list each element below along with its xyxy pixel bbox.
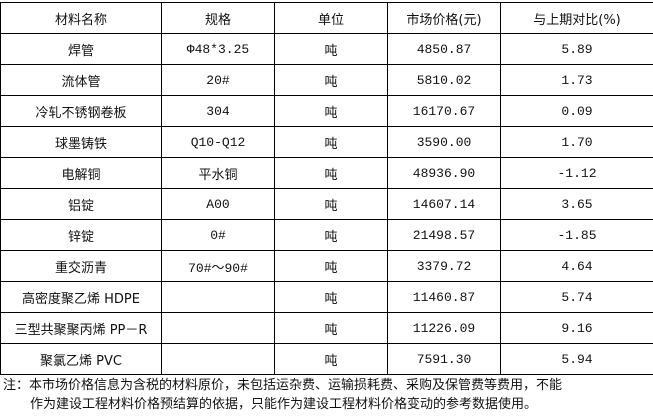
cell-spec: 70#～90# — [161, 250, 275, 282]
cell-change-percent: 4.64 — [500, 250, 653, 282]
cell-material-name: 高密度聚乙烯 HDPE — [0, 281, 162, 313]
cell-material-name: 三型共聚聚丙烯 PP－R — [0, 312, 162, 344]
header-material-name: 材料名称 — [0, 2, 162, 34]
header-spec: 规格 — [161, 2, 275, 34]
cell-spec: Q10-Q12 — [161, 126, 275, 158]
cell-change-percent: 9.16 — [500, 312, 653, 344]
table-row: 聚氯乙烯 PVC 吨 7591.30 5.94 — [0, 343, 653, 375]
cell-change-percent: 3.65 — [500, 188, 653, 220]
cell-material-name: 球墨铸铁 — [0, 126, 162, 158]
cell-spec — [161, 312, 275, 344]
cell-material-name: 冷轧不锈钢卷板 — [0, 95, 162, 127]
cell-market-price: 3379.72 — [387, 250, 501, 282]
table-row: 流体管 20# 吨 5810.02 1.73 — [0, 64, 653, 96]
cell-material-name: 电解铜 — [0, 157, 162, 189]
cell-spec: 20# — [161, 64, 275, 96]
cell-unit: 吨 — [274, 95, 388, 127]
cell-spec: 304 — [161, 95, 275, 127]
cell-market-price: 11226.09 — [387, 312, 501, 344]
cell-material-name: 流体管 — [0, 64, 162, 96]
cell-unit: 吨 — [274, 188, 388, 220]
cell-market-price: 3590.00 — [387, 126, 501, 158]
table-row: 重交沥青 70#～90# 吨 3379.72 4.64 — [0, 250, 653, 282]
cell-change-percent: 1.70 — [500, 126, 653, 158]
table-row: 三型共聚聚丙烯 PP－R 吨 11226.09 9.16 — [0, 312, 653, 344]
cell-unit: 吨 — [274, 64, 388, 96]
header-market-price: 市场价格(元) — [387, 2, 501, 34]
cell-spec: 0# — [161, 219, 275, 251]
header-change-percent: 与上期对比(%) — [500, 2, 653, 34]
footnote-line-1: 注：本市场价格信息为含税的材料原价，未包括运杂费、运输损耗费、采购及保管费等费用… — [3, 378, 563, 393]
cell-unit: 吨 — [274, 343, 388, 375]
cell-spec — [161, 343, 275, 375]
cell-unit: 吨 — [274, 126, 388, 158]
cell-change-percent: 5.74 — [500, 281, 653, 313]
cell-spec: A00 — [161, 188, 275, 220]
cell-change-percent: 0.09 — [500, 95, 653, 127]
table-row: 铝锭 A00 吨 14607.14 3.65 — [0, 188, 653, 220]
cell-market-price: 4850.87 — [387, 33, 501, 65]
table-row: 焊管 Φ48*3.25 吨 4850.87 5.89 — [0, 33, 653, 65]
cell-unit: 吨 — [274, 250, 388, 282]
table-header-row: 材料名称 规格 单位 市场价格(元) 与上期对比(%) — [0, 2, 653, 34]
cell-market-price: 48936.90 — [387, 157, 501, 189]
cell-change-percent: 5.94 — [500, 343, 653, 375]
cell-change-percent: -1.85 — [500, 219, 653, 251]
footnote-line-2: 作为建设工程材料价格预结算的依据，只能作为建设工程材料价格变动的参考数据使用。 — [30, 397, 538, 412]
cell-change-percent: 5.89 — [500, 33, 653, 65]
cell-change-percent: -1.12 — [500, 157, 653, 189]
table-row: 锌锭 0# 吨 21498.57 -1.85 — [0, 219, 653, 251]
cell-unit: 吨 — [274, 33, 388, 65]
cell-unit: 吨 — [274, 281, 388, 313]
table-row: 高密度聚乙烯 HDPE 吨 11460.87 5.74 — [0, 281, 653, 313]
cell-market-price: 14607.14 — [387, 188, 501, 220]
cell-unit: 吨 — [274, 312, 388, 344]
cell-spec: 平水铜 — [161, 157, 275, 189]
cell-market-price: 21498.57 — [387, 219, 501, 251]
table-row: 冷轧不锈钢卷板 304 吨 16170.67 0.09 — [0, 95, 653, 127]
cell-material-name: 聚氯乙烯 PVC — [0, 343, 162, 375]
footnote: 注：本市场价格信息为含税的材料原价，未包括运杂费、运输损耗费、采购及保管费等费用… — [3, 376, 653, 414]
material-price-table: 材料名称 规格 单位 市场价格(元) 与上期对比(%) 焊管 Φ48*3.25 吨 4850.… — [0, 2, 653, 375]
cell-unit: 吨 — [274, 157, 388, 189]
table-body: 焊管 Φ48*3.25 吨 4850.87 5.89 流体管 20# 吨 5810.02 1.73… — [0, 33, 653, 375]
cell-market-price: 11460.87 — [387, 281, 501, 313]
cell-market-price: 16170.67 — [387, 95, 501, 127]
cell-material-name: 重交沥青 — [0, 250, 162, 282]
cell-spec — [161, 281, 275, 313]
table-row: 电解铜 平水铜吨 48936.90 -1.12 — [0, 157, 653, 189]
cell-unit: 吨 — [274, 219, 388, 251]
cell-market-price: 5810.02 — [387, 64, 501, 96]
cell-material-name: 铝锭 — [0, 188, 162, 220]
cell-change-percent: 1.73 — [500, 64, 653, 96]
cell-material-name: 焊管 — [0, 33, 162, 65]
header-unit: 单位 — [274, 2, 388, 34]
table-row: 球墨铸铁 Q10-Q12 吨 3590.00 1.70 — [0, 126, 653, 158]
cell-spec: Φ48*3.25 — [161, 33, 275, 65]
cell-market-price: 7591.30 — [387, 343, 501, 375]
cell-material-name: 锌锭 — [0, 219, 162, 251]
